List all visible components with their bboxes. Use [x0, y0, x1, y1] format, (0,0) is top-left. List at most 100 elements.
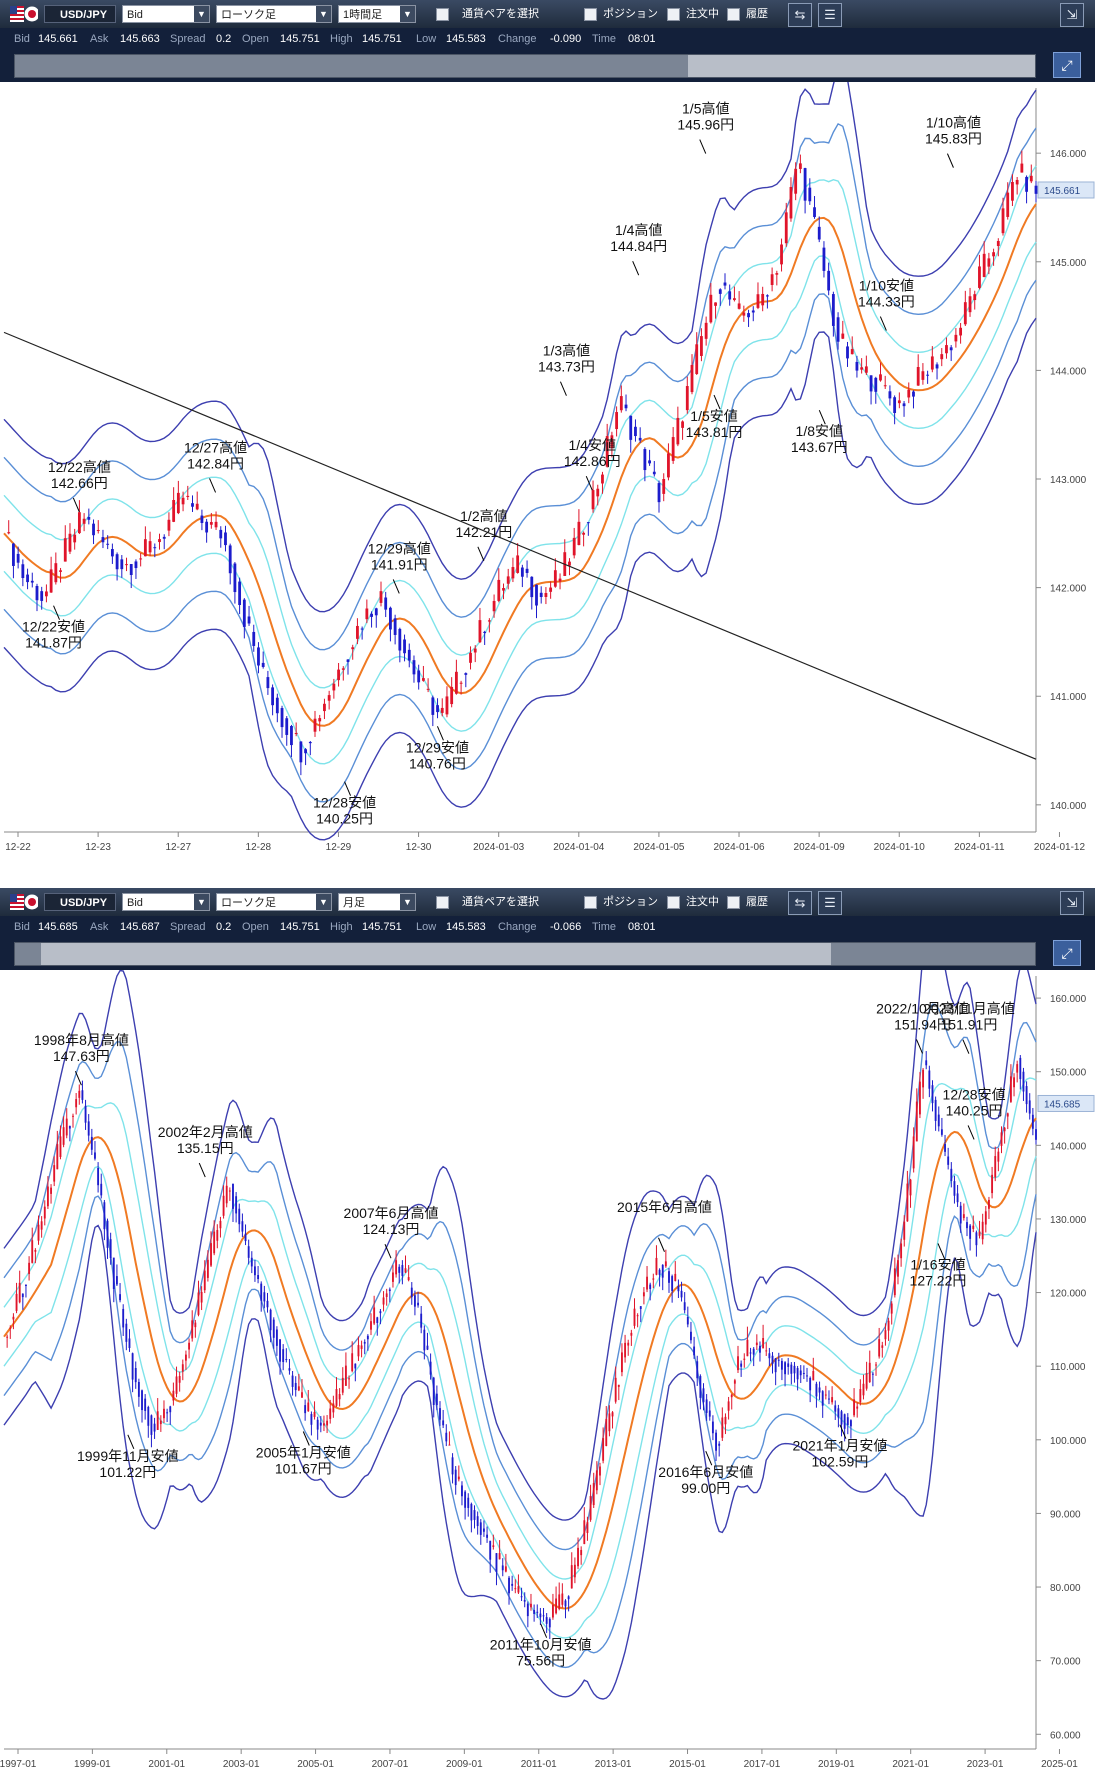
candle-body: [906, 1183, 909, 1222]
timeframe-select[interactable]: 月足 ▼: [338, 893, 416, 911]
chart-settings-icon[interactable]: ☰: [818, 891, 842, 915]
minimize-icon[interactable]: ⇲: [1060, 3, 1084, 27]
orders-checkbox[interactable]: [667, 8, 680, 21]
price-type-select[interactable]: Bid ▼: [122, 5, 210, 23]
candle-body: [12, 1316, 15, 1320]
navigator-window[interactable]: [40, 943, 831, 965]
candle-body: [338, 1394, 341, 1400]
position-checkbox[interactable]: [584, 8, 597, 21]
open-label: Open: [242, 33, 269, 45]
currency-pair-button[interactable]: USD/JPY: [44, 5, 116, 23]
candle-body: [65, 1118, 68, 1136]
candle-body: [888, 391, 892, 399]
candle-body: [224, 532, 227, 546]
navigator-window[interactable]: [688, 55, 1035, 77]
chart-swap-icon[interactable]: ⇆: [788, 3, 812, 27]
candle-body: [90, 1136, 93, 1150]
candle-body: [642, 1292, 645, 1297]
candle-body: [502, 588, 505, 591]
candle-body: [831, 1397, 834, 1403]
chart-settings-icon[interactable]: ☰: [818, 3, 842, 27]
candle-body: [517, 1586, 520, 1593]
navigator-track[interactable]: [14, 54, 1036, 78]
candle-body: [638, 437, 642, 441]
select-pair-checkbox[interactable]: [436, 896, 449, 909]
timeframe-select[interactable]: 1時間足 ▼: [338, 5, 416, 23]
candle-body: [661, 1264, 664, 1278]
candle-body: [599, 1466, 601, 1476]
candle-body: [346, 659, 350, 662]
annotation-arrow: [967, 1125, 975, 1140]
expand-icon[interactable]: ⤢: [1053, 940, 1081, 966]
candle-body: [232, 1183, 234, 1209]
minimize-icon[interactable]: ⇲: [1060, 891, 1084, 915]
us-jp-flag-icon: [10, 894, 38, 910]
candle-body: [511, 1583, 514, 1586]
candle-body: [228, 1190, 231, 1192]
candle-body: [544, 593, 548, 597]
candle-body: [297, 1386, 300, 1391]
candle-body: [429, 1361, 432, 1375]
expand-icon[interactable]: ⤢: [1053, 52, 1081, 78]
candle-body: [520, 567, 524, 577]
select-pair-checkbox[interactable]: [436, 8, 449, 21]
annotation-title: 2021年1月安値: [792, 1438, 887, 1454]
candle-body: [112, 1257, 115, 1289]
history-checkbox[interactable]: [727, 8, 740, 21]
chart-type-select[interactable]: ローソク足 ▼: [216, 893, 332, 911]
currency-pair-button[interactable]: USD/JPY: [44, 893, 116, 911]
candle-body: [548, 1618, 551, 1628]
y-tick-label: 160.000: [1050, 994, 1087, 1005]
candle-body: [658, 1269, 661, 1275]
candle-body: [308, 742, 312, 744]
x-tick-label: 2009-01: [446, 1759, 483, 1770]
ask-label: Ask: [90, 921, 109, 933]
history-checkbox[interactable]: [727, 896, 740, 909]
candle-body: [975, 1232, 978, 1246]
candle-body: [987, 258, 991, 267]
candle-body: [714, 302, 717, 306]
candle-body: [492, 600, 496, 612]
candle-body: [448, 1444, 451, 1446]
candle-body: [533, 1610, 536, 1614]
x-tick-label: 2015-01: [669, 1759, 706, 1770]
orders-checkbox[interactable]: [667, 896, 680, 909]
price-type-select[interactable]: Bid ▼: [122, 893, 210, 911]
candle-body: [110, 549, 114, 557]
chart-swap-icon[interactable]: ⇆: [788, 891, 812, 915]
candle-body: [680, 1290, 683, 1298]
annotation-arrow: [540, 1623, 548, 1638]
chart-type-select[interactable]: ローソク足 ▼: [216, 5, 332, 23]
candle-body: [436, 705, 439, 713]
y-tick-label: 144.000: [1050, 366, 1087, 377]
navigator-track[interactable]: [14, 942, 1036, 966]
y-tick-label: 100.000: [1050, 1436, 1087, 1447]
candle-body: [798, 163, 802, 169]
bid-value: 145.661: [38, 33, 78, 45]
candle-body: [629, 415, 633, 440]
annotation-arrow: [705, 1450, 713, 1466]
candle-body: [148, 541, 152, 553]
candle-body: [426, 1345, 429, 1350]
candle-body: [384, 597, 388, 610]
candle-body: [724, 1416, 727, 1425]
candle-body: [285, 718, 289, 735]
position-checkbox[interactable]: [584, 896, 597, 909]
candle-body: [700, 336, 703, 356]
annotation-value: 151.91円: [941, 1017, 998, 1033]
x-tick-label: 2013-01: [595, 1759, 632, 1770]
candle-body: [440, 707, 444, 713]
low-label: Low: [416, 33, 437, 45]
candle-body: [147, 1406, 150, 1426]
bollinger-lower-band-2: [3, 279, 1037, 803]
candle-body: [595, 1470, 598, 1491]
bollinger-lower-band-3: [3, 1224, 1037, 1700]
time-value: 08:01: [628, 33, 656, 45]
candle-body: [420, 1313, 423, 1328]
annotation-arrow: [198, 1162, 206, 1178]
quote-info-bar: Bid 145.661 Ask 145.663 Spread 0.2 Open …: [0, 28, 1095, 50]
candle-body: [46, 1186, 49, 1207]
candle-body: [535, 584, 538, 606]
candle-body: [143, 539, 147, 557]
candle-body: [619, 396, 623, 411]
